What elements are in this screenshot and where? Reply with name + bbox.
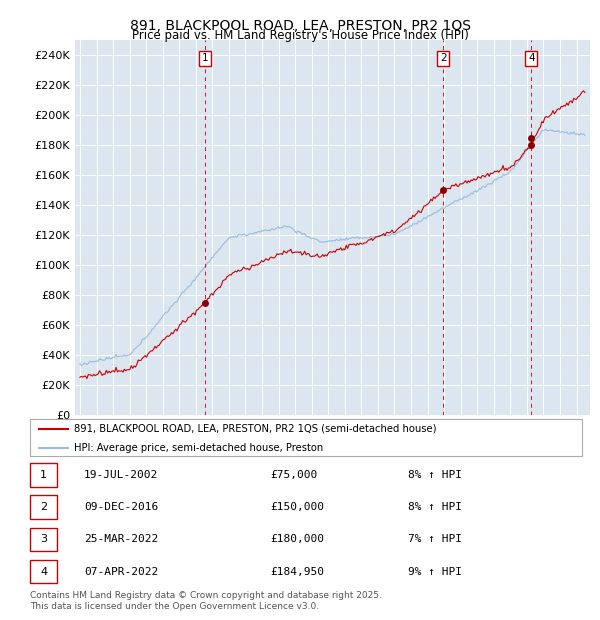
Text: This data is licensed under the Open Government Licence v3.0.: This data is licensed under the Open Gov… xyxy=(30,602,319,611)
Text: 3: 3 xyxy=(40,534,47,544)
Text: 25-MAR-2022: 25-MAR-2022 xyxy=(84,534,158,544)
Text: Price paid vs. HM Land Registry's House Price Index (HPI): Price paid vs. HM Land Registry's House … xyxy=(131,30,469,42)
Text: 4: 4 xyxy=(40,567,47,577)
Text: 4: 4 xyxy=(528,53,535,63)
Text: 1: 1 xyxy=(40,470,47,480)
Text: 8% ↑ HPI: 8% ↑ HPI xyxy=(408,502,462,512)
Text: 891, BLACKPOOL ROAD, LEA, PRESTON, PR2 1QS: 891, BLACKPOOL ROAD, LEA, PRESTON, PR2 1… xyxy=(130,19,470,33)
Text: £75,000: £75,000 xyxy=(270,470,317,480)
Text: 8% ↑ HPI: 8% ↑ HPI xyxy=(408,470,462,480)
Text: 2: 2 xyxy=(440,53,446,63)
Text: 891, BLACKPOOL ROAD, LEA, PRESTON, PR2 1QS (semi-detached house): 891, BLACKPOOL ROAD, LEA, PRESTON, PR2 1… xyxy=(74,424,437,434)
Text: 2: 2 xyxy=(40,502,47,512)
Text: Contains HM Land Registry data © Crown copyright and database right 2025.: Contains HM Land Registry data © Crown c… xyxy=(30,591,382,600)
Text: 7% ↑ HPI: 7% ↑ HPI xyxy=(408,534,462,544)
FancyBboxPatch shape xyxy=(30,418,582,456)
Text: HPI: Average price, semi-detached house, Preston: HPI: Average price, semi-detached house,… xyxy=(74,443,323,453)
Text: 1: 1 xyxy=(202,53,208,63)
Text: 09-DEC-2016: 09-DEC-2016 xyxy=(84,502,158,512)
Text: £150,000: £150,000 xyxy=(270,502,324,512)
Text: 9% ↑ HPI: 9% ↑ HPI xyxy=(408,567,462,577)
Text: £184,950: £184,950 xyxy=(270,567,324,577)
Text: 07-APR-2022: 07-APR-2022 xyxy=(84,567,158,577)
Text: £180,000: £180,000 xyxy=(270,534,324,544)
Text: 19-JUL-2002: 19-JUL-2002 xyxy=(84,470,158,480)
